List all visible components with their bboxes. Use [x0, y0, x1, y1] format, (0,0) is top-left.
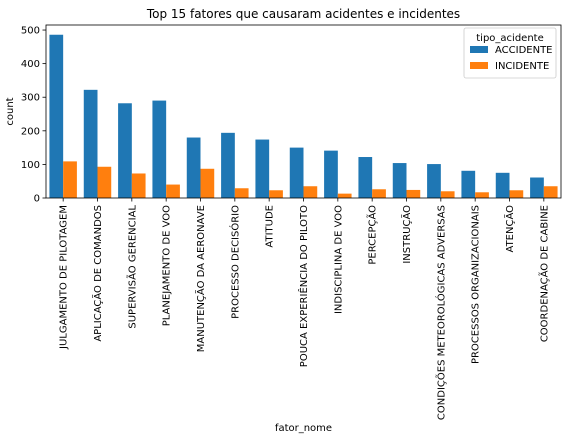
bar-incidente-3 [166, 184, 180, 198]
legend-label-accidente: ACCIDENTE [495, 45, 553, 56]
bar-accidente-13 [495, 172, 510, 198]
bar-incidente-8 [337, 193, 352, 198]
y-tick-label: 0 [34, 194, 40, 205]
y-tick-label: 300 [21, 93, 40, 104]
bar-accidente-10 [392, 163, 407, 198]
x-tick-label: PERCEPÇÃO [366, 205, 379, 265]
y-tick-label: 100 [21, 160, 40, 171]
bar-accidente-2 [118, 103, 132, 198]
x-tick-label: SUPERVISÃO GERENCIAL [125, 205, 138, 329]
bar-accidente-11 [427, 164, 441, 198]
x-tick-label: PLANEJAMENTO DE VOO [162, 205, 173, 326]
bar-accidente-5 [221, 132, 235, 198]
bar-incidente-13 [509, 190, 524, 198]
plot-frame [45, 24, 562, 199]
x-tick-label: JULGAMENTO DE PILOTAGEM [59, 205, 70, 350]
y-tick-label: 200 [21, 126, 40, 137]
y-tick-label: 500 [21, 26, 40, 37]
bar-accidente-0 [49, 34, 64, 198]
bar-incidente-2 [131, 173, 146, 198]
x-tick-label: COORDENAÇÃO DE CABINE [537, 205, 550, 342]
x-tick-label: INSTRUÇÃO [400, 205, 413, 264]
bar-accidente-7 [289, 147, 304, 198]
legend-label-incidente: INCIDENTE [495, 61, 549, 72]
bar-incidente-11 [440, 191, 455, 198]
bar-incidente-10 [406, 189, 421, 198]
bar-accidente-12 [461, 170, 476, 198]
bar-incidente-12 [475, 192, 489, 198]
x-tick-label: PROCESSO DECISÓRIO [228, 205, 241, 319]
y-axis-label: count [5, 97, 16, 125]
bar-accidente-3 [152, 100, 167, 198]
x-tick-label: ATITUDE [265, 205, 276, 248]
bar-accidente-9 [358, 157, 373, 198]
bar-incidente-14 [543, 186, 558, 198]
legend-swatch-accidente [470, 46, 488, 53]
y-axis: 0 100 200 300 400 500 [21, 26, 46, 205]
bar-accidente-1 [83, 89, 98, 198]
bars [49, 34, 558, 198]
legend-swatch-incidente [470, 62, 488, 69]
x-tick-label: APLICAÇÃO DE COMANDOS [91, 205, 104, 342]
x-axis-label: fator_nome [275, 423, 332, 434]
bar-incidente-0 [63, 161, 77, 198]
bar-accidente-14 [530, 177, 544, 198]
bar-accidente-8 [324, 150, 338, 198]
legend-title: tipo_acidente [476, 33, 543, 44]
x-tick-label: MANUTENÇÃO DA AERONAVE [194, 205, 207, 352]
bar-incidente-9 [372, 189, 386, 198]
bar-accidente-6 [255, 139, 270, 198]
y-tick-label: 400 [21, 59, 40, 70]
legend: tipo_acidente ACCIDENTE INCIDENTE [463, 27, 557, 79]
chart-title: Top 15 fatores que causaram acidentes e … [146, 7, 460, 21]
bar-incidente-5 [234, 188, 249, 198]
bar-incidente-6 [269, 190, 283, 198]
bar-incidente-1 [97, 166, 112, 198]
x-tick-label: ATENÇÃO [503, 205, 516, 253]
bar-accidente-4 [186, 137, 201, 198]
x-tick-label: POUCA EXPERIÊNCIA DO PILOTO [297, 205, 310, 367]
bar-incidente-4 [200, 168, 215, 198]
bar-incidente-7 [303, 186, 318, 198]
x-axis: JULGAMENTO DE PILOTAGEM APLICAÇÃO DE COMA… [59, 198, 550, 420]
x-tick-label: PROCESSOS ORGANIZACIONAIS [471, 205, 482, 364]
x-tick-label: CONDIÇÕES METEOROLÓGICAS ADVERSAS [434, 205, 447, 420]
x-tick-label: INDISCIPLINA DE VOO [333, 205, 344, 314]
